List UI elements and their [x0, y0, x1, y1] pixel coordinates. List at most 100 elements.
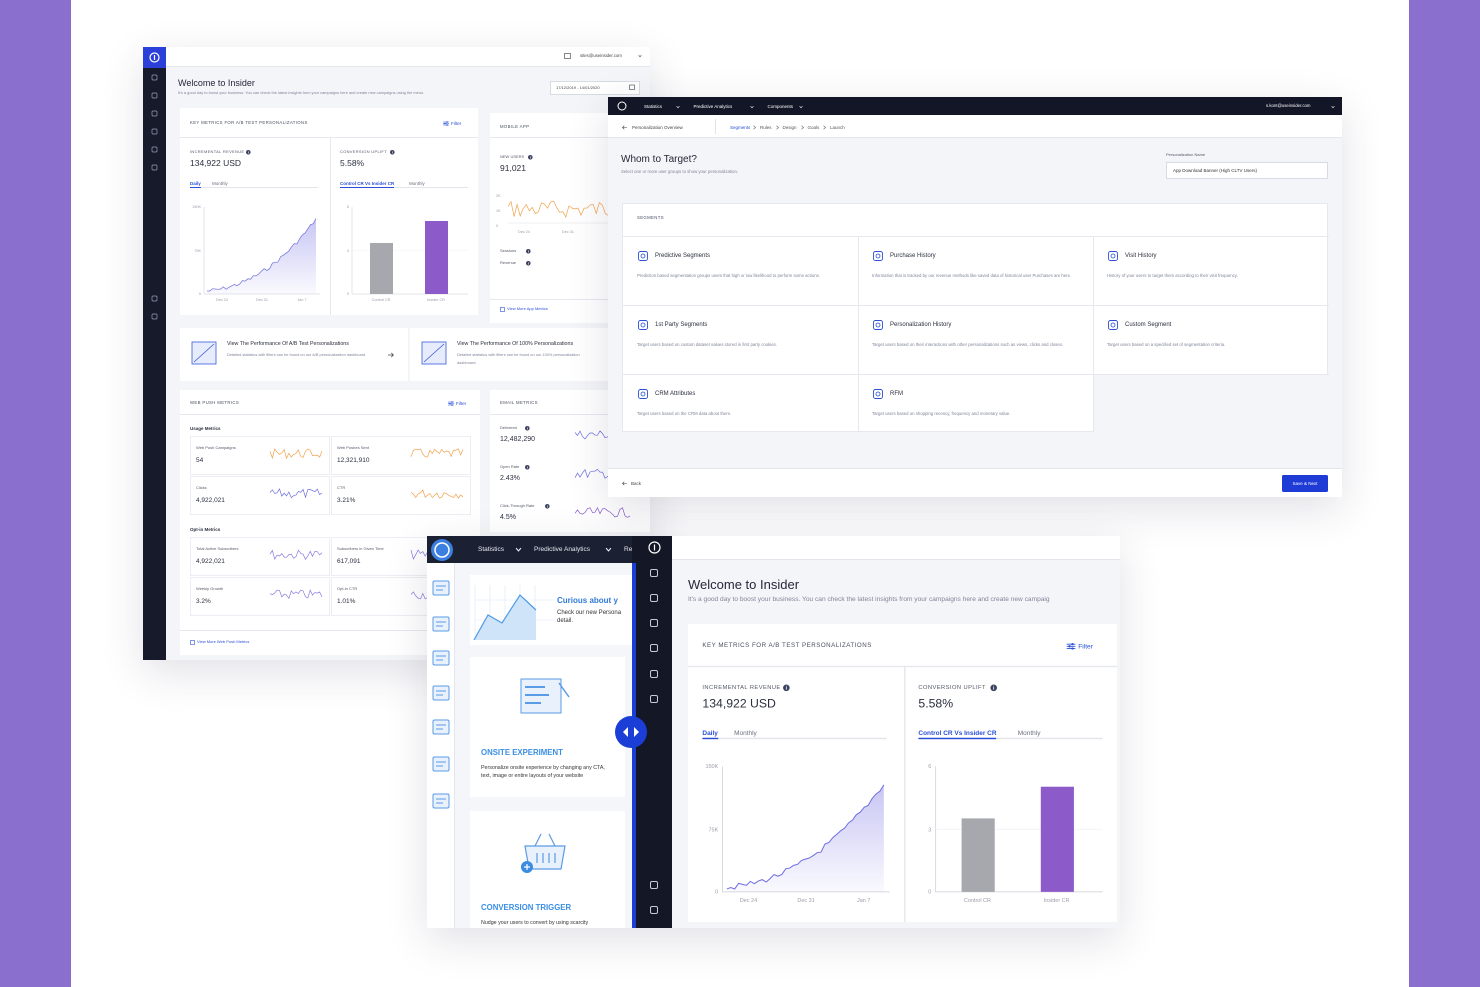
segment-icon-part — [875, 253, 881, 259]
x-axis-label: Dec 31 — [797, 897, 815, 904]
tool-icon-part — [432, 793, 450, 809]
segment-icon-part — [1108, 320, 1118, 330]
step-active: Segments — [730, 124, 751, 130]
resize-handle-part — [623, 727, 639, 737]
y-axis-label: 3 — [346, 248, 349, 253]
nav-icon — [650, 594, 658, 602]
group-title: Opt-in Metrics — [190, 527, 221, 532]
right-band — [1409, 0, 1480, 987]
dropdown-arrow-part — [605, 547, 612, 552]
page-subtitle: It's a good day to boost your business. … — [688, 596, 1050, 603]
segment-text: Target users based on a specified set of… — [1107, 342, 1226, 347]
segment-text: Information that is tracked by our reven… — [872, 273, 1072, 278]
filter-icon — [448, 401, 454, 406]
info-icon-part — [527, 261, 529, 263]
feature-card: ONSITE EXPERIMENT Personalize onsite expe… — [470, 657, 625, 797]
logo — [149, 52, 160, 63]
segment-title: Purchase History — [890, 253, 936, 259]
area-chart-part — [207, 218, 317, 292]
save-button-bg — [1282, 475, 1328, 492]
segment-icon — [873, 389, 883, 399]
feature-icon-part — [558, 682, 570, 698]
metric-value: 5.58% — [340, 158, 365, 168]
tab: Monthly — [1017, 729, 1041, 737]
metric-value: 3.21% — [337, 497, 356, 504]
nav-icon-part — [151, 313, 158, 320]
segment-icon — [1108, 320, 1118, 330]
segment-icon-part — [875, 322, 881, 328]
info-icon-part — [526, 427, 528, 430]
dropdown-arrow — [675, 105, 680, 108]
right-topbar — [672, 536, 1120, 560]
y-axis-label: 6 — [928, 763, 932, 770]
nav-item: Statistics — [478, 545, 505, 553]
metric-label: INCREMENTAL REVENUE — [190, 149, 245, 154]
filter-icon-part — [446, 121, 448, 123]
card-heading: WEB PUSH METRICS — [190, 400, 240, 405]
metric-box — [331, 436, 471, 475]
metric-label: Clicks — [196, 485, 207, 490]
feature-icon-part — [534, 833, 556, 847]
promo-title: View The Performance Of A/B Test Persona… — [227, 341, 349, 347]
nav-icon — [650, 569, 658, 577]
screen-icon-part — [564, 53, 571, 59]
tab-line — [918, 737, 1103, 739]
sparkline — [269, 448, 323, 460]
sparkline-part — [410, 448, 464, 458]
promo-card: Curious about y Check our new Persona deta… — [470, 575, 632, 645]
segment-text: History of your users to target them acc… — [1107, 273, 1238, 278]
dropdown-arrow-part — [638, 55, 642, 58]
x-axis-label: Insider CR — [1043, 897, 1070, 904]
push-card: WEB PUSH METRICS Filter Usage Metrics Web P… — [180, 390, 480, 655]
back-button: Back — [631, 480, 642, 486]
page-title: Welcome to Insider — [688, 577, 800, 592]
segment-text: Target users based on the CRM data about… — [637, 411, 732, 416]
x-axis-label: Dec 24 — [518, 230, 531, 234]
save-button[interactable]: Save & Next — [1292, 481, 1318, 486]
nav-icon — [650, 670, 658, 678]
promo-icon — [191, 341, 217, 365]
link-icon — [190, 640, 195, 645]
resize-handle[interactable] — [615, 716, 647, 748]
calendar-icon-part — [629, 84, 635, 90]
promo-text: detail. — [557, 618, 574, 624]
metric-value: 134,922 USD — [702, 696, 776, 711]
tool-icon-part — [436, 585, 446, 591]
chevron-part — [800, 124, 804, 130]
area-chart-part — [726, 784, 884, 892]
tool-icon-part — [436, 761, 446, 767]
metrics-card: KEY METRICS FOR A/B TEST PERSONALIZATION… — [180, 108, 478, 315]
tab-line — [190, 187, 318, 188]
tool-icon-part — [432, 650, 450, 666]
divider — [490, 414, 650, 415]
dropdown-arrow — [799, 105, 803, 108]
metric-label: CONVERSION UPLIFT — [918, 683, 986, 691]
filter-icon-part — [1071, 643, 1074, 646]
promo-icon-part — [423, 343, 445, 363]
segment-icon-part — [1108, 251, 1118, 261]
nav-icon-part — [650, 594, 658, 602]
tool-icon-part — [432, 616, 450, 632]
filter-icon-part — [1066, 643, 1076, 649]
link: View More Web Push Metrics — [197, 639, 250, 644]
logo-part — [648, 541, 661, 554]
dropdown-arrow — [1331, 105, 1335, 108]
metric-label: Web Pushes Sent — [337, 445, 369, 450]
filter-link: Filter — [456, 400, 467, 406]
left-topbar — [427, 536, 632, 563]
sparkline-part — [410, 489, 464, 499]
feature-icon-part — [525, 686, 549, 704]
segment-text: Target users based on their interactions… — [872, 342, 1064, 347]
info-icon-part — [392, 151, 394, 154]
nav-icon — [151, 295, 158, 302]
nav-icon-part — [151, 295, 158, 302]
metric-label: Delivered — [500, 425, 517, 430]
filter-icon-part — [1068, 645, 1071, 648]
grid-line — [1093, 236, 1094, 433]
info-icon — [991, 684, 998, 692]
filter-icon-part — [443, 121, 449, 126]
nav-icon-part — [151, 92, 158, 99]
nav-icon-part — [650, 670, 658, 678]
sparkline-part — [574, 507, 631, 518]
